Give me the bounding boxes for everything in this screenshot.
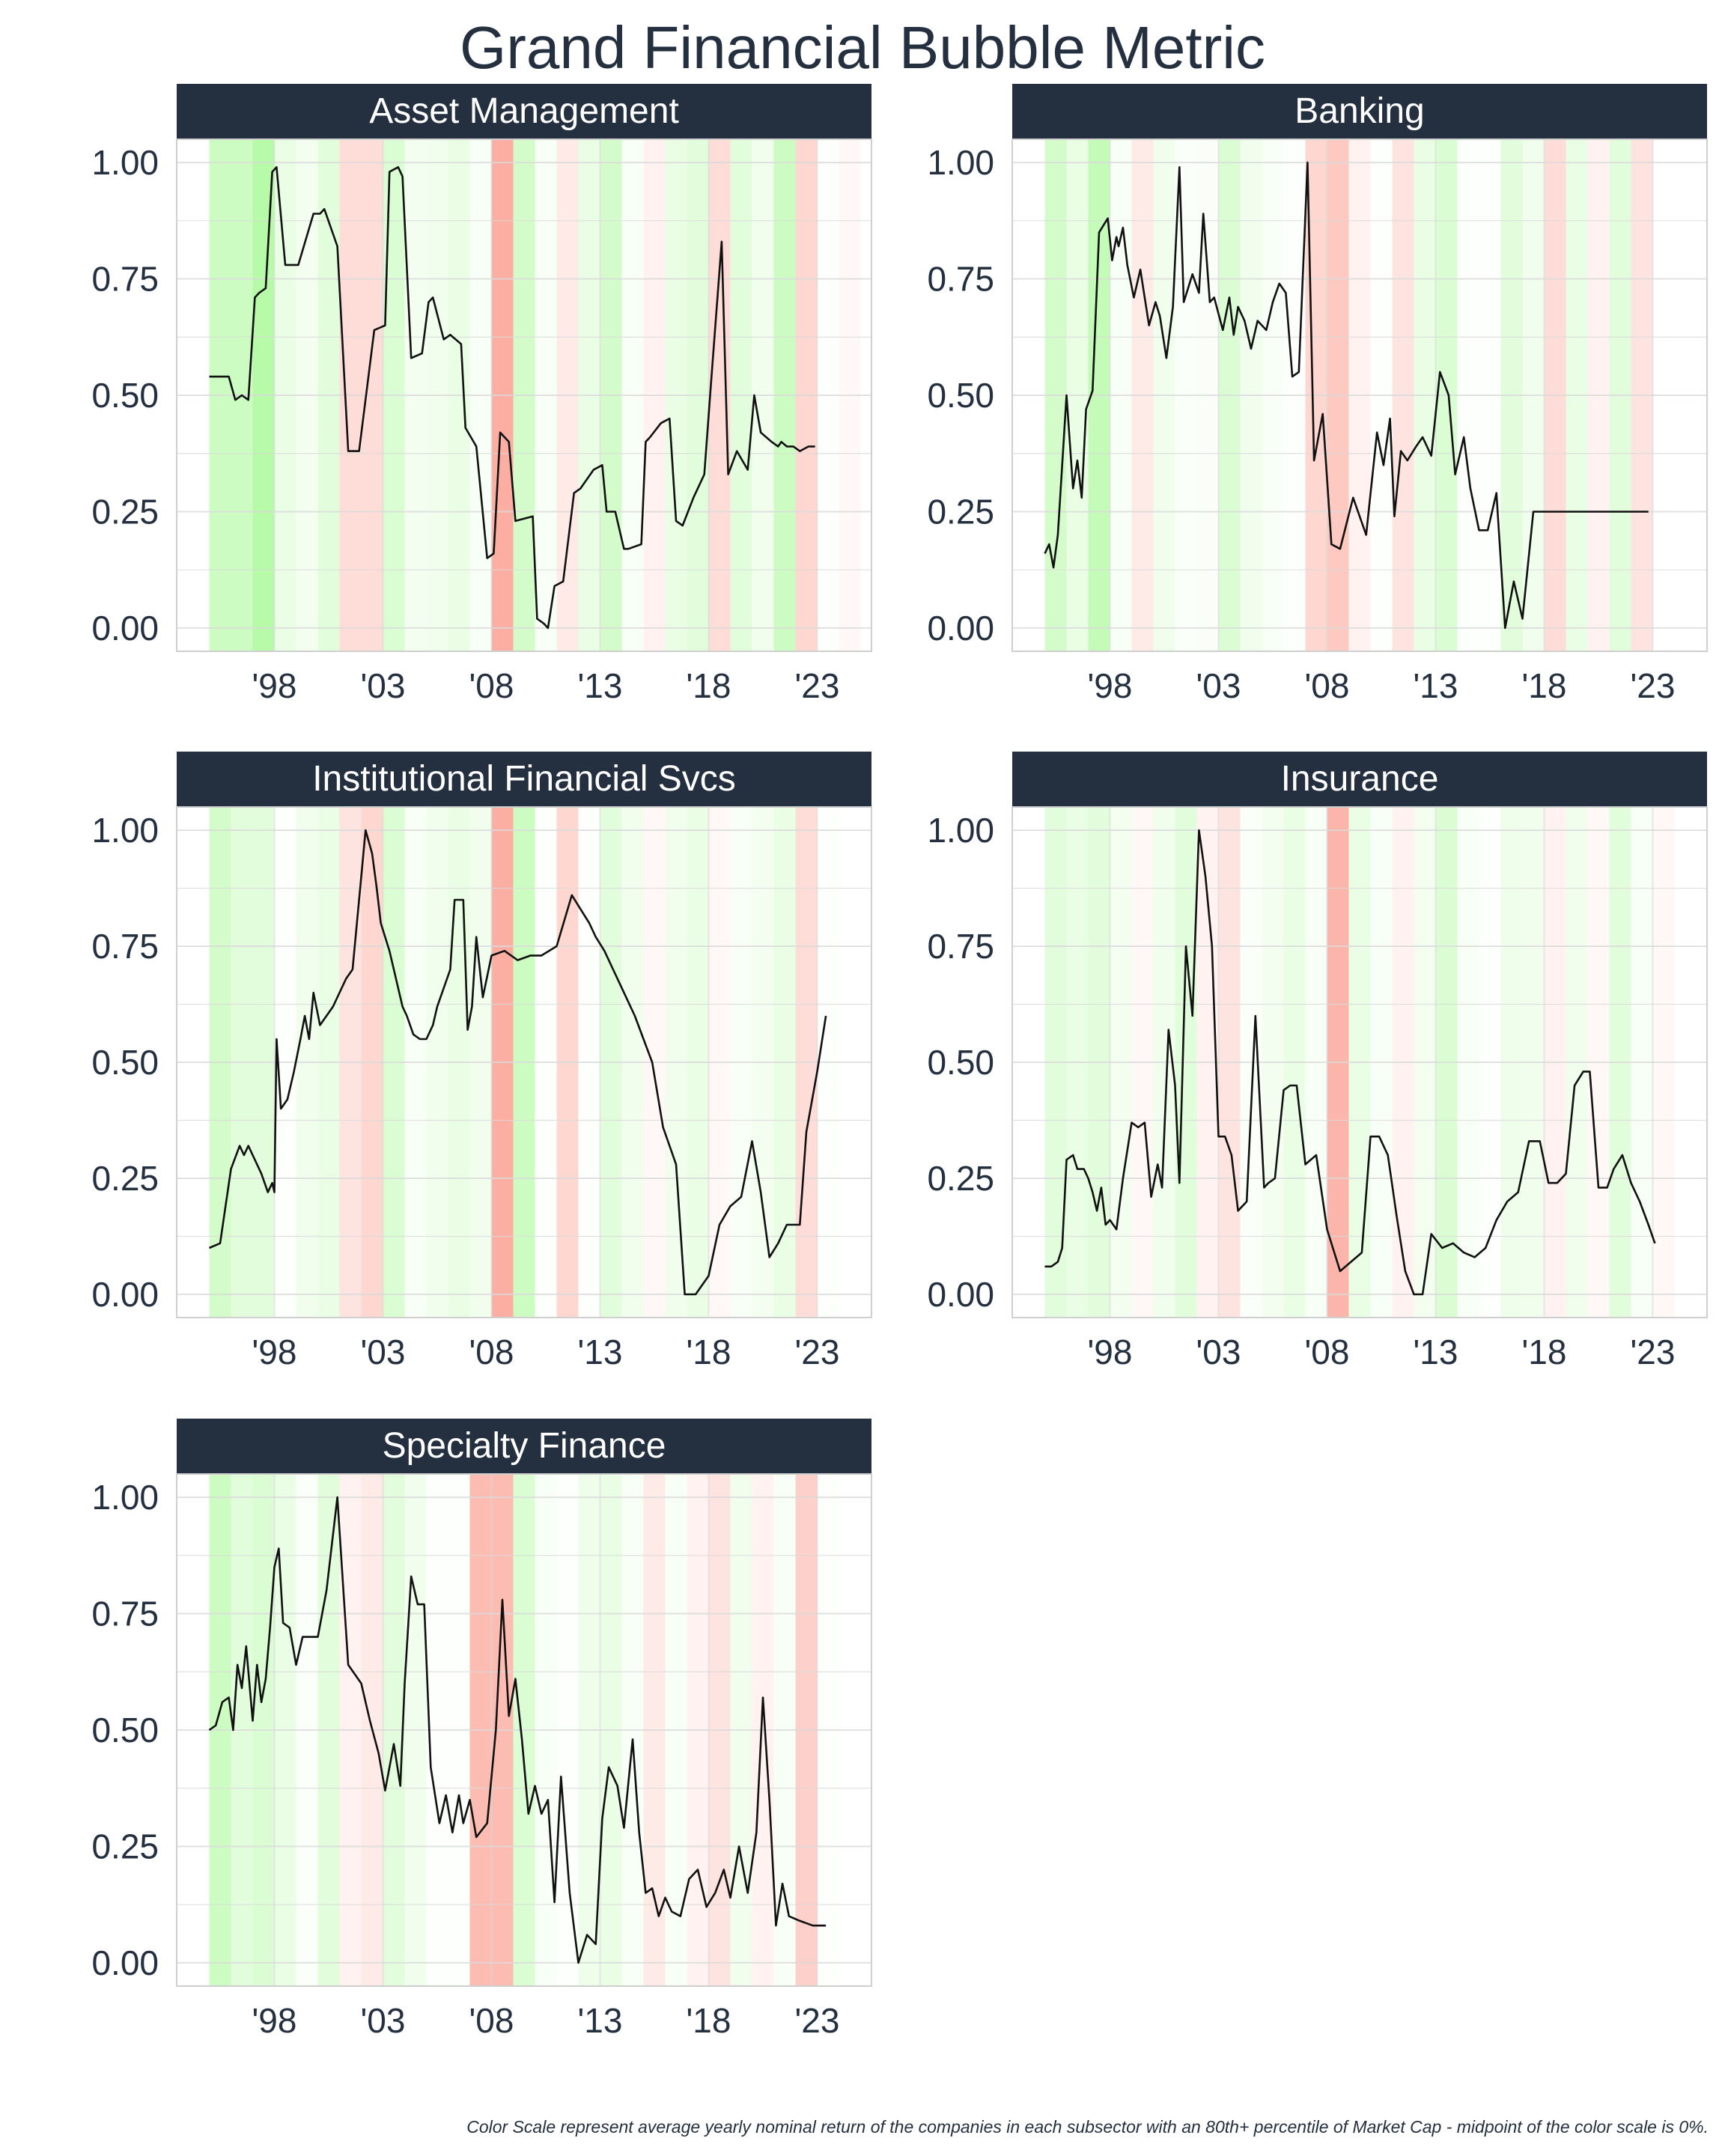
x-tick-label: '18 <box>1522 666 1567 705</box>
facet-title: Insurance <box>1281 759 1439 799</box>
x-tick-label: '98 <box>252 2001 297 2040</box>
x-tick-label: '03 <box>361 1333 406 1371</box>
x-tick-label: '03 <box>361 666 406 705</box>
x-tick-label: '18 <box>687 666 731 705</box>
y-tick-label: 1.00 <box>927 143 994 182</box>
x-tick-label: '08 <box>469 2001 514 2040</box>
facet-strip <box>177 752 871 807</box>
y-tick-label: 1.00 <box>91 1478 159 1517</box>
facet-panel-1: Banking 0.00 0.25 0.50 0.75 1.00 '98 '03 '08 '13 '… <box>927 84 1708 705</box>
x-tick-label: '03 <box>1196 1333 1241 1371</box>
x-tick-label: '13 <box>578 1333 623 1371</box>
y-tick-label: 0.75 <box>927 927 994 966</box>
facet-strip <box>177 1419 871 1474</box>
y-tick-label: 0.00 <box>91 1943 159 1982</box>
series-line <box>208 1496 827 1964</box>
series-line <box>208 829 827 1296</box>
y-tick-label: 0.00 <box>927 609 994 648</box>
x-tick-label: '08 <box>469 1333 514 1371</box>
panel-border <box>176 138 872 652</box>
y-tick-label: 0.00 <box>91 609 159 648</box>
facet-panel-2: Institutional Financial Svcs 0.00 0.25 0.50… <box>91 752 872 1371</box>
color-scale-caption: Color Scale represent average yearly nom… <box>466 2117 1709 2137</box>
x-tick-label: '03 <box>1196 666 1241 705</box>
x-tick-label: '08 <box>469 666 514 705</box>
y-tick-label: 0.25 <box>927 492 994 531</box>
facet-title: Institutional Financial Svcs <box>312 759 736 799</box>
x-tick-label: '23 <box>1631 1333 1676 1371</box>
facet-title: Specialty Finance <box>383 1426 666 1466</box>
facet-panel-0: Asset Management 0.00 0.25 0.50 0.75 1.00 '98 '… <box>91 84 872 705</box>
y-tick-label: 0.25 <box>91 1159 159 1198</box>
facet-panel-3: Insurance 0.00 0.25 0.50 0.75 1.00 '98 '03 '08 '1… <box>927 752 1708 1371</box>
panel-border <box>176 1473 872 1987</box>
y-tick-label: 1.00 <box>91 811 159 850</box>
facet-panel-4: Specialty Finance 0.00 0.25 0.50 0.75 1.00 '98… <box>91 1419 872 2040</box>
y-tick-label: 0.75 <box>927 260 994 299</box>
y-tick-label: 0.50 <box>91 1043 159 1082</box>
y-tick-label: 0.00 <box>927 1275 994 1314</box>
x-tick-label: '13 <box>1414 1333 1458 1371</box>
y-tick-label: 0.25 <box>91 492 159 531</box>
x-tick-label: '98 <box>1088 666 1133 705</box>
x-tick-label: '18 <box>1522 1333 1567 1371</box>
x-tick-label: '18 <box>687 2001 731 2040</box>
x-tick-label: '98 <box>252 666 297 705</box>
y-tick-label: 1.00 <box>91 143 159 182</box>
x-tick-label: '13 <box>578 2001 623 2040</box>
y-tick-label: 0.75 <box>91 260 159 299</box>
y-tick-label: 0.75 <box>91 1595 159 1633</box>
x-tick-label: '18 <box>687 1333 731 1371</box>
series-line <box>1044 161 1649 630</box>
y-tick-label: 0.50 <box>927 1043 994 1082</box>
x-tick-label: '08 <box>1305 666 1350 705</box>
y-tick-label: 0.50 <box>91 376 159 415</box>
y-tick-label: 0.25 <box>91 1827 159 1866</box>
facet-strip <box>1012 84 1707 139</box>
x-tick-label: '13 <box>578 666 623 705</box>
x-tick-label: '23 <box>1631 666 1676 705</box>
y-tick-label: 0.25 <box>927 1159 994 1198</box>
x-tick-label: '23 <box>795 666 840 705</box>
series-line <box>209 166 815 630</box>
facet-title: Asset Management <box>369 91 679 131</box>
x-tick-label: '13 <box>1414 666 1458 705</box>
y-tick-label: 0.75 <box>91 927 159 966</box>
panel-border <box>1011 138 1708 652</box>
facet-strip <box>177 84 871 139</box>
panel-border <box>176 806 872 1318</box>
x-tick-label: '23 <box>795 1333 840 1371</box>
panel-border <box>1011 806 1708 1318</box>
x-tick-label: '98 <box>252 1333 297 1371</box>
x-tick-label: '23 <box>795 2001 840 2040</box>
x-tick-label: '98 <box>1088 1333 1133 1371</box>
facet-title: Banking <box>1294 91 1424 131</box>
x-tick-label: '03 <box>361 2001 406 2040</box>
x-tick-label: '08 <box>1305 1333 1350 1371</box>
chart-title: Grand Financial Bubble Metric <box>459 14 1266 81</box>
y-tick-label: 0.50 <box>927 376 994 415</box>
series-line <box>1044 829 1656 1296</box>
y-tick-label: 0.00 <box>91 1275 159 1314</box>
facet-strip <box>1012 752 1707 807</box>
y-tick-label: 0.50 <box>91 1711 159 1750</box>
y-tick-label: 1.00 <box>927 811 994 850</box>
